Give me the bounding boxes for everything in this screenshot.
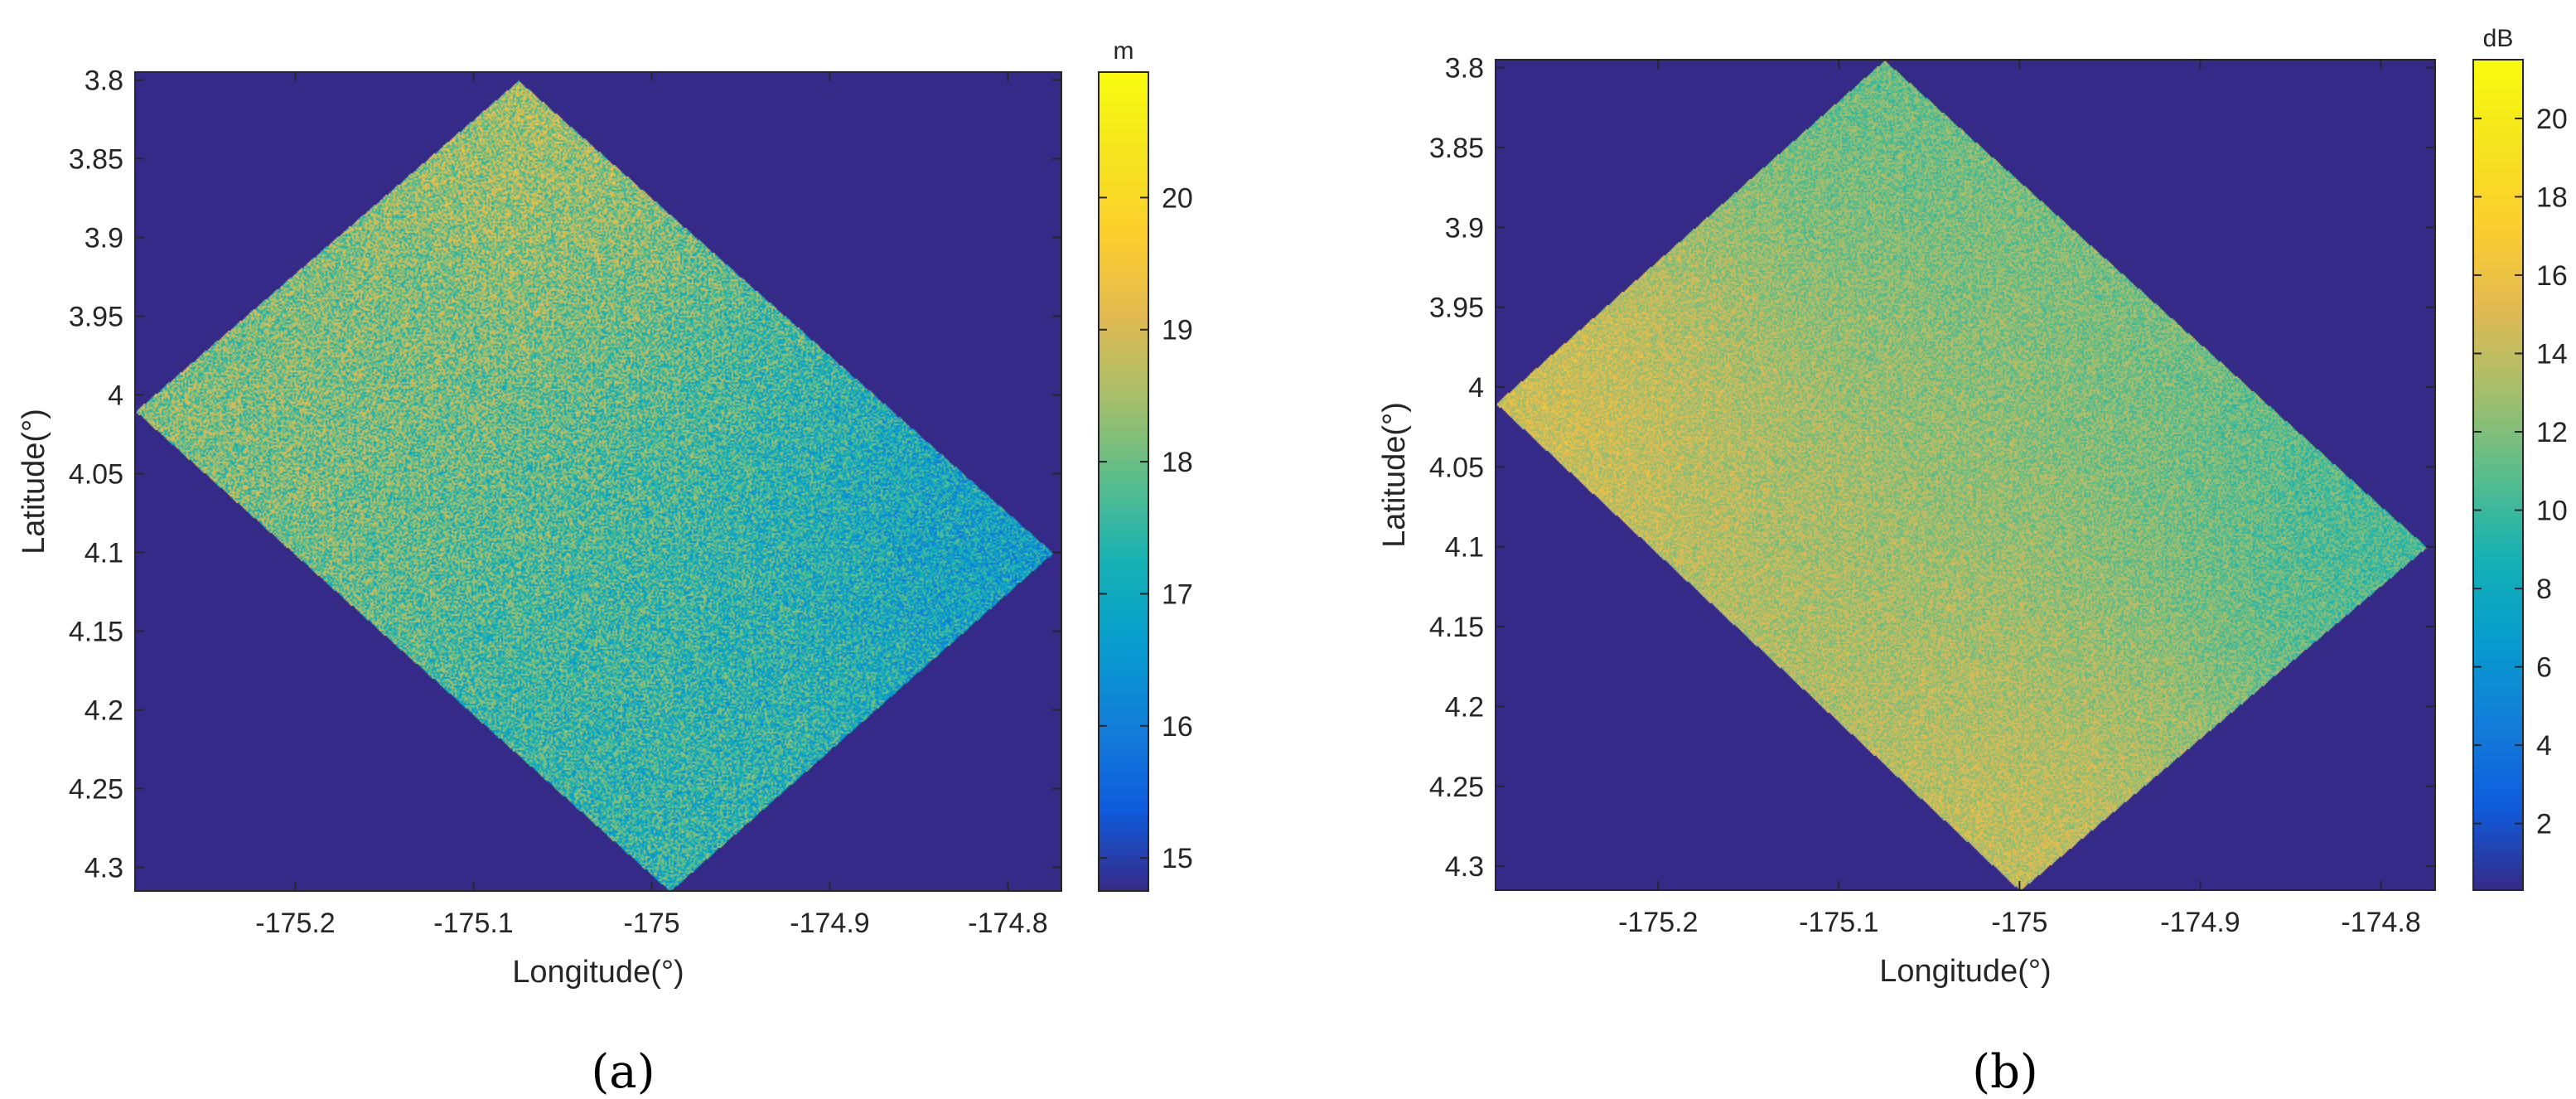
colorbar-tick-label: 8 bbox=[2536, 574, 2552, 605]
x-tick-label: -175.2 bbox=[255, 908, 335, 939]
panel-label: (a) bbox=[591, 1045, 655, 1099]
x-tick-label: -174.9 bbox=[790, 908, 869, 939]
plot-frame bbox=[1495, 59, 2436, 891]
colorbar-tick-label: 18 bbox=[2536, 182, 2568, 213]
y-axis-label: Latitude(°) bbox=[1377, 402, 1412, 548]
colorbar-tick-label: 16 bbox=[2536, 260, 2568, 292]
x-tick-label: -174.8 bbox=[968, 908, 1047, 939]
x-axis-label: Longitude(°) bbox=[1879, 954, 2051, 989]
chart-panel-a: -175.2 -175.1 -175 -174.9 -174.8 3.8 3.85 3.9 3.… bbox=[17, 37, 1193, 1099]
colorbar-tick-label: 10 bbox=[2536, 496, 2568, 527]
y-tick-label: 3.8 bbox=[85, 65, 123, 97]
y-tick-label: 3.95 bbox=[1429, 293, 1484, 324]
plot-frame bbox=[134, 71, 1062, 892]
y-tick-label: 4.3 bbox=[85, 853, 123, 884]
colorbar-tick-label: 20 bbox=[2536, 104, 2568, 135]
panel-label: (b) bbox=[1972, 1045, 2038, 1099]
y-tick-label: 4.25 bbox=[69, 774, 123, 806]
y-tick-label: 4.1 bbox=[85, 538, 123, 569]
y-axis-label: Latitude(°) bbox=[17, 409, 51, 554]
x-tick-label: -174.9 bbox=[2160, 907, 2240, 938]
y-tick-label: 4.1 bbox=[1445, 532, 1484, 564]
y-tick-label: 4.15 bbox=[69, 617, 123, 648]
colorbar-tick-label: 17 bbox=[1162, 579, 1193, 610]
colorbar-unit-label: dB bbox=[2483, 25, 2514, 52]
y-tick-label: 4 bbox=[1468, 372, 1484, 404]
heatmap-data-footprint bbox=[135, 72, 1061, 891]
colorbar-tick-label: 2 bbox=[2536, 809, 2552, 840]
y-tick-label: 3.95 bbox=[69, 302, 123, 333]
y-tick-label: 4.15 bbox=[1429, 612, 1484, 643]
y-tick-label: 4.2 bbox=[1445, 691, 1484, 723]
colorbar-tick-label: 6 bbox=[2536, 652, 2552, 684]
y-tick-label: 3.8 bbox=[1445, 53, 1484, 85]
colorbar-tick-label: 14 bbox=[2536, 338, 2568, 370]
x-tick-label: -175.1 bbox=[433, 908, 513, 939]
x-tick-label: -175.1 bbox=[1799, 907, 1878, 938]
colorbar-tick-label: 20 bbox=[1162, 182, 1193, 214]
colorbar-tick-label: 15 bbox=[1162, 843, 1193, 874]
colorbar-tick-label: 12 bbox=[2536, 417, 2568, 448]
y-tick-label: 4.2 bbox=[85, 695, 123, 727]
y-tick-label: 4.25 bbox=[1429, 772, 1484, 803]
y-tick-label: 3.85 bbox=[69, 144, 123, 176]
y-tick-label: 4.05 bbox=[1429, 452, 1484, 483]
x-tick-label: -175 bbox=[1991, 907, 2047, 938]
colorbar-tick-label: 18 bbox=[1162, 447, 1193, 478]
y-tick-label: 4.3 bbox=[1445, 851, 1484, 883]
x-axis-label: Longitude(°) bbox=[512, 955, 684, 990]
colorbar-tick-label: 19 bbox=[1162, 315, 1193, 346]
x-tick-label: -174.8 bbox=[2341, 907, 2420, 938]
colorbar-tick-label: 16 bbox=[1162, 711, 1193, 743]
x-tick-label: -175 bbox=[623, 908, 679, 939]
colorbar bbox=[1098, 71, 1149, 892]
y-tick-label: 3.9 bbox=[85, 223, 123, 254]
chart-panel-b: -175.2 -175.1 -175 -174.9 -174.8 3.8 3.85 3.9 3.… bbox=[1377, 25, 2568, 1099]
heatmap-data-footprint bbox=[1496, 60, 2435, 890]
y-tick-label: 4.05 bbox=[69, 459, 123, 491]
x-tick-label: -175.2 bbox=[1618, 907, 1698, 938]
y-tick-label: 4 bbox=[108, 380, 123, 412]
colorbar bbox=[2472, 59, 2524, 891]
colorbar-tick-label: 4 bbox=[2536, 730, 2552, 762]
colorbar-unit-label: m bbox=[1114, 37, 1134, 65]
y-tick-label: 3.85 bbox=[1429, 133, 1484, 164]
y-tick-label: 3.9 bbox=[1445, 212, 1484, 244]
